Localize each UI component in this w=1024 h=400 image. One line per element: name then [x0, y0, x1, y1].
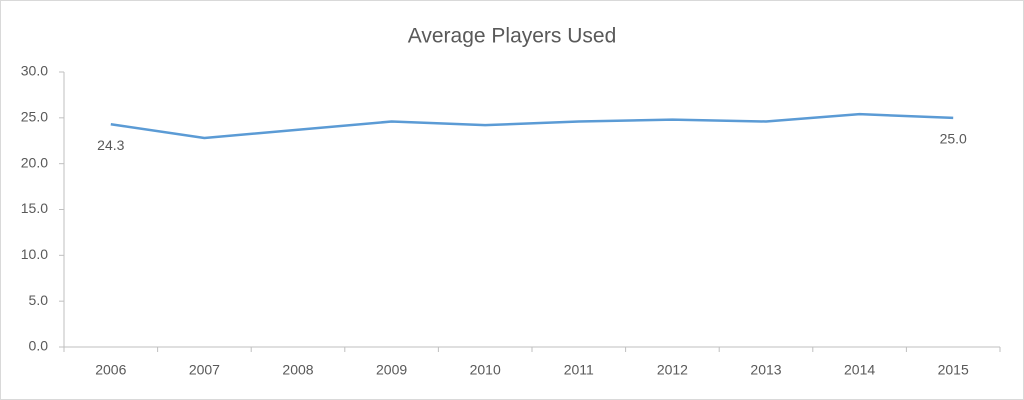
x-tick-label: 2012	[657, 362, 688, 378]
x-tick-label: 2008	[282, 362, 313, 378]
y-tick-label: 20.0	[21, 154, 48, 170]
y-tick-label: 5.0	[29, 292, 49, 308]
data-label: 24.3	[97, 137, 124, 153]
y-tick-label: 10.0	[21, 246, 48, 262]
x-tick-label: 2007	[189, 362, 220, 378]
x-tick-label: 2014	[844, 362, 875, 378]
data-line	[110, 112, 954, 140]
x-tick-label: 2006	[95, 362, 126, 378]
data-label: 25.0	[940, 131, 967, 147]
y-tick-label: 15.0	[21, 200, 48, 216]
x-tick-label: 2015	[938, 362, 969, 378]
chart-title: Average Players Used	[408, 25, 617, 48]
x-tick-label: 2009	[376, 362, 407, 378]
x-tick-label: 2010	[470, 362, 501, 378]
y-tick-label: 0.0	[29, 338, 49, 354]
x-tick-label: 2011	[564, 362, 594, 378]
y-tick-label: 30.0	[21, 63, 48, 79]
y-tick-label: 25.0	[21, 109, 48, 125]
x-tick-label: 2013	[750, 362, 781, 378]
